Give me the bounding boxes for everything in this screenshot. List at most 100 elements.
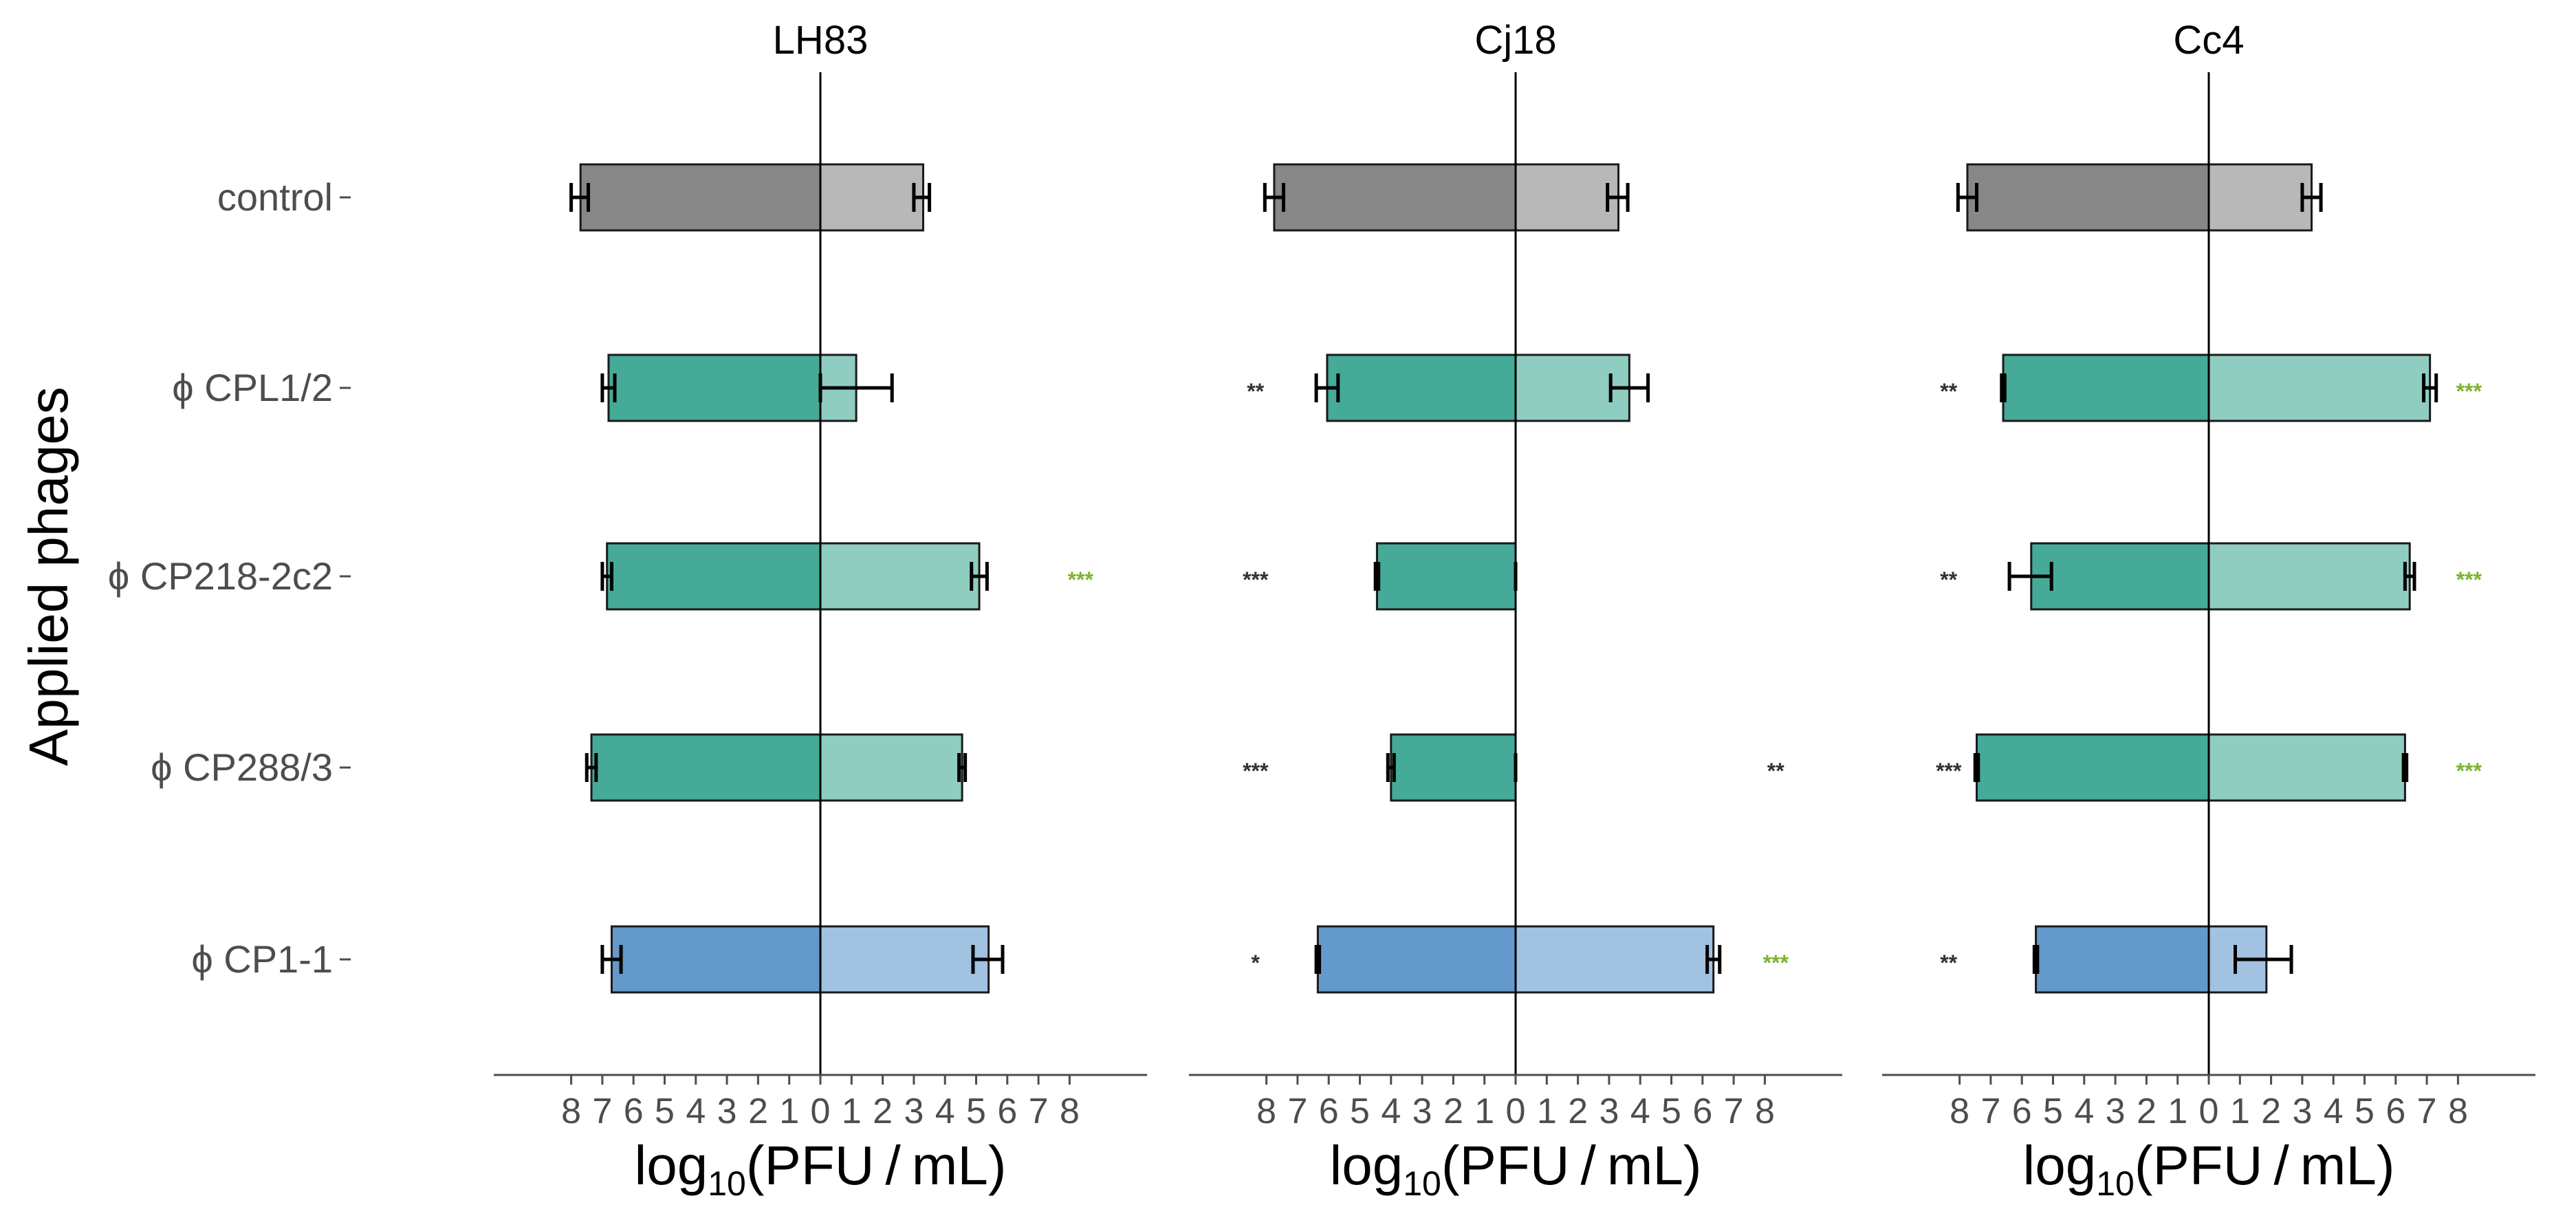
x-tick-label: 8 [561, 1091, 581, 1131]
x-tick-label: 5 [1661, 1091, 1681, 1131]
x-tick-label: 8 [1256, 1091, 1276, 1131]
x-tick-label: 4 [1381, 1091, 1401, 1131]
bar-group [1956, 163, 2323, 232]
bar-left [610, 925, 822, 994]
x-tick-label: 2 [1443, 1091, 1463, 1131]
x-tick-label: 6 [624, 1091, 644, 1131]
bar-left [1273, 163, 1517, 232]
category-label: control [217, 175, 333, 219]
x-tick-label: 7 [1029, 1091, 1049, 1131]
x-tick-label: 3 [717, 1091, 737, 1131]
error-bar-left [2007, 562, 2053, 591]
bar-group: *** [1243, 542, 1518, 611]
bar-group: ***** [1243, 733, 1784, 802]
x-tick-label: 1 [2168, 1091, 2187, 1131]
x-tick-label: 2 [1568, 1091, 1588, 1131]
category-labels: control ϕ CPL1/2 ϕ CP218-2c2 ϕ CP288/3 ϕ CP1… [108, 175, 351, 981]
error-bar-left [1973, 753, 1980, 782]
x-axis-label: log10(PFU / mL) [2022, 1135, 2394, 1203]
x-tick-label: 6 [1319, 1091, 1339, 1131]
bar-left [607, 354, 822, 422]
error-bar-right [971, 945, 1005, 974]
bar-left [1375, 542, 1517, 611]
significance-right: ** [1767, 759, 1784, 783]
bar-left [579, 163, 822, 232]
bar-right [819, 733, 963, 802]
x-tick-label: 2 [873, 1091, 893, 1131]
x-tick-label: 0 [1506, 1091, 1526, 1131]
significance-left: ** [1940, 379, 1957, 404]
x-tick-label: 8 [1060, 1091, 1080, 1131]
error-bar-right [1608, 373, 1650, 402]
error-bar-right [957, 753, 968, 782]
error-bar-left [569, 183, 591, 212]
x-tick-label: 6 [1692, 1091, 1712, 1131]
error-bar-right [912, 183, 932, 212]
error-bar-right [970, 562, 989, 591]
bar-group [600, 354, 894, 422]
x-tick-label: 5 [2043, 1091, 2063, 1131]
category-label: ϕ CPL1/2 [172, 366, 333, 409]
error-bar-left [1314, 373, 1340, 402]
x-tick-label: 2 [2261, 1091, 2281, 1131]
x-tick-label: 8 [2448, 1091, 2468, 1131]
bar-left [1966, 163, 2210, 232]
bar-right [819, 163, 924, 232]
significance-left: *** [1243, 759, 1269, 783]
error-bar-left [600, 945, 623, 974]
error-bar-left [2032, 945, 2040, 974]
bar-group [600, 925, 1005, 994]
error-bar-left [1314, 945, 1322, 974]
error-bar-left [1373, 562, 1381, 591]
error-bar-right [2422, 373, 2438, 402]
bar-group: ** [1247, 354, 1650, 422]
bar-left [2030, 542, 2210, 611]
x-tick-label: 7 [592, 1091, 612, 1131]
bar-left [2035, 925, 2210, 994]
category-label: ϕ CP218-2c2 [108, 554, 333, 598]
significance-left: * [1252, 950, 1260, 975]
x-tick-label: 8 [1950, 1091, 1969, 1131]
x-tick-label: 7 [2417, 1091, 2437, 1131]
x-tick-label: 5 [2355, 1091, 2375, 1131]
error-bar-left [1386, 753, 1396, 782]
category-label: ϕ CP1-1 [191, 937, 333, 981]
bar-group: *** [600, 542, 1094, 611]
x-tick-label: 3 [2106, 1091, 2126, 1131]
bar-group: *** *** [1936, 733, 2482, 802]
panel-title: LH83 [773, 18, 869, 63]
x-tick-label: 7 [1724, 1091, 1744, 1131]
x-tick-label: 0 [2199, 1091, 2219, 1131]
x-tick-label: 3 [2292, 1091, 2312, 1131]
error-bar-left [1956, 183, 1979, 212]
x-tick-label: 4 [686, 1091, 706, 1131]
x-tick-label: 4 [935, 1091, 955, 1131]
bar-right [2207, 163, 2313, 232]
x-tick-label: 1 [2230, 1091, 2250, 1131]
x-tick-label: 8 [1755, 1091, 1775, 1131]
x-tick-label: 1 [1537, 1091, 1557, 1131]
x-tick-label: 1 [1474, 1091, 1494, 1131]
x-tick-label: 3 [904, 1091, 924, 1131]
bar-group: ***** [1940, 354, 2482, 422]
x-tick-label: 5 [1350, 1091, 1370, 1131]
significance-right: *** [1068, 567, 1094, 592]
x-tick-label: 4 [1630, 1091, 1650, 1131]
bar-left [606, 542, 822, 611]
bar-left [1976, 733, 2210, 802]
x-tick-label: 5 [655, 1091, 675, 1131]
x-tick-label: 7 [1287, 1091, 1307, 1131]
bar-group [569, 163, 932, 232]
significance-right: *** [2456, 567, 2482, 592]
bar-right [2207, 733, 2406, 802]
error-bar-right [2300, 183, 2323, 212]
bar-left [1316, 925, 1517, 994]
panel: Cc4** ***** ****** *****8 7 6 5 4 3 2 1 0 1 2 3 4 5 6 7 8lo… [1882, 18, 2535, 1203]
significance-left: *** [1936, 759, 1962, 783]
error-bar-left [2000, 373, 2007, 402]
x-tick-label: 7 [1980, 1091, 2000, 1131]
bar-group: ***** [1940, 542, 2482, 611]
bar-left [590, 733, 822, 802]
